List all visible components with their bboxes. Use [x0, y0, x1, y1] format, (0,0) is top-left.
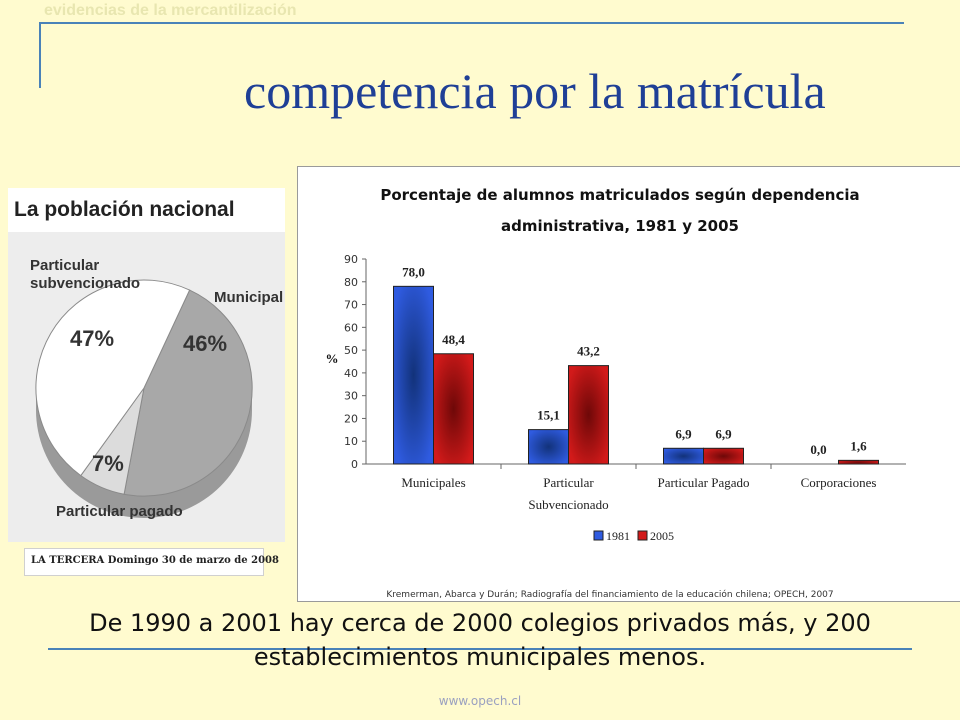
slide-footer: www.opech.cl [438, 694, 522, 708]
bar-chart: Porcentaje de alumnos matriculados según… [297, 166, 960, 602]
pie-label-municipal: Municipal [214, 289, 283, 306]
value-label: 6,9 [715, 426, 732, 441]
value-label: 6,9 [675, 426, 692, 441]
slide-title: competencia por la matrícula [244, 63, 826, 119]
legend-label-1981: 1981 [606, 529, 630, 543]
legend-swatch-2005 [637, 530, 648, 541]
pie-pct-pagado: 7% [92, 451, 124, 476]
value-label: 78,0 [402, 264, 425, 279]
value-label: 43,2 [577, 344, 600, 359]
pie-chart [35, 279, 253, 518]
value-label: 1,6 [850, 438, 867, 453]
pie-label-subvencionado-line2: subvencionado [30, 275, 140, 292]
value-label: 48,4 [442, 332, 465, 347]
chart-bars [393, 285, 879, 465]
chart-legend: 1981 2005 [593, 529, 674, 543]
chart-category-labels: Municipales Particular Subvencionado Partic… [401, 475, 876, 512]
pie-label-pagado: Particular pagado [56, 503, 183, 520]
slide-statement: De 1990 a 2001 hay cerca de 2000 colegio… [89, 609, 871, 671]
bar-chart-svg: Porcentaje de alumnos matriculados según… [326, 186, 906, 600]
legend-label-2005: 2005 [650, 529, 674, 543]
category-label: Subvencionado [528, 497, 608, 512]
pie-figure: La población nacional Particular subvenc… [8, 188, 285, 542]
pie-source: LA TERCERA Domingo 30 de marzo de 2008 [31, 555, 279, 566]
chart-citation: Kremerman, Abarca y Durán; Radiografía d… [386, 589, 833, 600]
y-axis-label: % [326, 351, 339, 366]
value-label: 0,0 [810, 442, 826, 457]
category-label: Particular [543, 475, 594, 490]
pie-source-box: LA TERCERA Domingo 30 de marzo de 2008 [24, 548, 279, 576]
y-tick-label: 40 [344, 367, 358, 380]
bar-1981-0 [393, 285, 434, 465]
bar-1981-1 [528, 429, 569, 465]
category-label: Particular Pagado [657, 475, 749, 490]
pie-label-subvencionado-line1: Particular [30, 257, 99, 274]
pie-depth [36, 388, 252, 518]
y-tick-label: 70 [344, 299, 358, 312]
y-tick-label: 50 [344, 344, 358, 357]
pie-heading-band [8, 188, 285, 232]
y-tick-label: 60 [344, 321, 358, 334]
top-rule [40, 22, 904, 24]
bar-2005-3 [838, 459, 879, 465]
pie-pct-municipal: 46% [183, 331, 227, 356]
chart-title-line2: administrativa, 1981 y 2005 [501, 217, 739, 235]
y-tick-label: 0 [351, 458, 358, 471]
bottom-rule [48, 648, 912, 650]
category-label: Municipales [401, 475, 465, 490]
chart-title-line1: Porcentaje de alumnos matriculados según… [380, 186, 859, 204]
pie-pct-subvencionado: 47% [70, 326, 114, 351]
y-tick-label: 80 [344, 276, 358, 289]
legend-swatch-1981 [593, 530, 604, 541]
bar-2005-1 [568, 365, 609, 465]
slide-kicker: evidencias de la mercantilización [44, 2, 297, 19]
pie-svg: La población nacional Particular subvenc… [8, 188, 285, 520]
pie-heading: La población nacional [14, 198, 235, 221]
category-label: Corporaciones [801, 475, 877, 490]
value-label: 15,1 [537, 408, 560, 423]
pie-slice-0 [35, 279, 191, 477]
bar-2005-0 [433, 353, 474, 465]
bar-1981-2 [663, 447, 704, 465]
chart-value-labels: 78,0 48,4 15,1 43,2 6,9 6,9 0,0 1,6 [402, 264, 867, 457]
y-tick-label: 20 [344, 412, 358, 425]
y-tick-label: 90 [344, 253, 358, 266]
left-rule [39, 22, 41, 88]
pie-slice-1 [123, 289, 253, 497]
bar-2005-2 [703, 447, 744, 465]
y-tick-label: 10 [344, 435, 358, 448]
y-tick-label: 30 [344, 390, 358, 403]
